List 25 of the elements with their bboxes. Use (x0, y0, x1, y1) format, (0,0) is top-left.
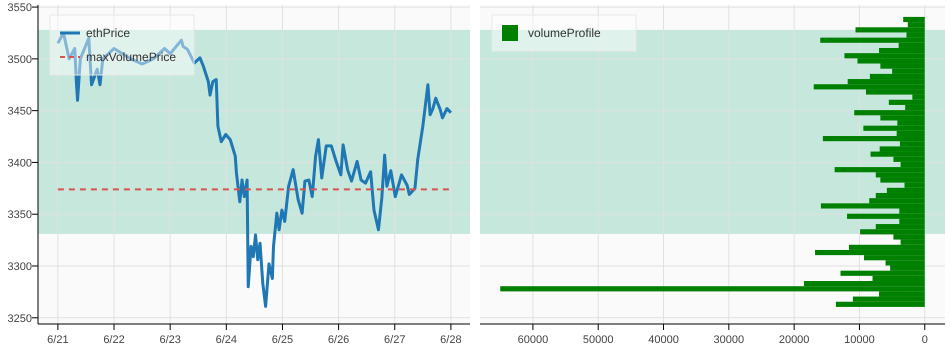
x-tick-label: 50000 (582, 334, 614, 346)
x-tick-label: 0 (922, 334, 928, 346)
x-tick-label: 6/23 (159, 334, 181, 346)
x-tick-label: 30000 (714, 334, 744, 346)
x-tick-label: 6/27 (384, 334, 406, 346)
y-tick-label: 3300 (8, 261, 32, 273)
x-tick-label: 6/28 (440, 334, 462, 346)
y-tick-label: 3450 (8, 106, 32, 118)
x-tick-label: 6/25 (272, 334, 294, 346)
x-tick-label: 6/22 (103, 334, 125, 346)
x-tick-label: 60000 (518, 334, 548, 346)
legend-label: volumeProfile (528, 26, 602, 40)
x-tick-label: 10000 (844, 334, 875, 346)
legend-label: maxVolumePrice (86, 50, 176, 64)
y-tick-label: 3400 (8, 157, 32, 170)
y-tick-label: 3250 (8, 312, 32, 325)
y-tick-label: 3550 (8, 2, 32, 14)
x-tick-label: 6/21 (47, 334, 69, 346)
x-tick-label: 40000 (648, 334, 679, 346)
x-tick-label: 6/26 (328, 334, 350, 346)
y-tick-label: 3500 (8, 54, 32, 66)
x-tick-label: 6/24 (216, 334, 238, 346)
y-tick-label: 3350 (8, 209, 32, 222)
x-tick-label: 20000 (778, 334, 810, 346)
legend-label: ethPrice (86, 26, 130, 40)
